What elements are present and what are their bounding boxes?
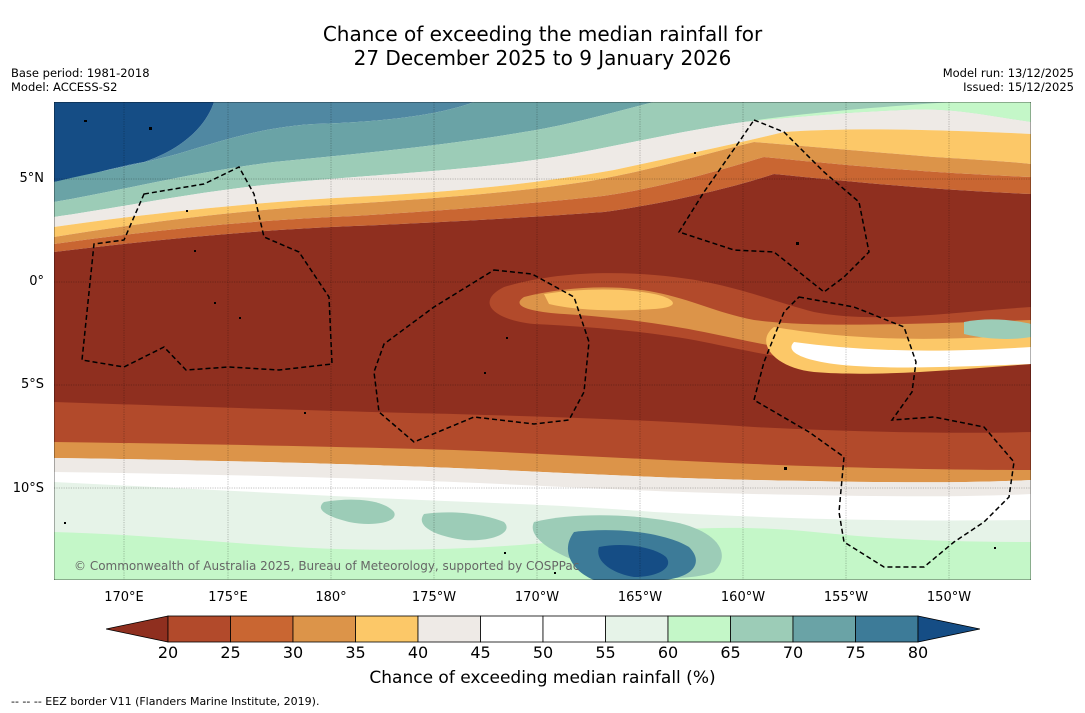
lat-label-5n: 5°N xyxy=(19,171,45,186)
colorbar-tick-label: 70 xyxy=(782,643,804,662)
lon-label-150w: 150°W xyxy=(926,590,972,605)
colorbar-label: Chance of exceeding median rainfall (%) xyxy=(369,668,716,688)
north-neutral xyxy=(54,109,1031,227)
eez-legend: -- -- -- EEZ border V11 (Flanders Marine… xyxy=(11,695,320,708)
colorbar-segment xyxy=(230,615,294,643)
colorbar-segment xyxy=(480,615,544,643)
colorbar-arrow-low xyxy=(106,615,169,643)
title-line-1: Chance of exceeding the median rainfall … xyxy=(322,22,763,46)
colorbar-tick-label: 80 xyxy=(907,643,929,662)
lon-label-175e: 175°E xyxy=(208,590,248,605)
eez-kiribati-line-north xyxy=(677,119,870,293)
lon-label-165w: 165°W xyxy=(617,590,663,605)
colorbar-segment xyxy=(292,615,356,643)
colorbar-tick-label: 45 xyxy=(470,643,491,662)
lon-label-160w: 160°W xyxy=(720,590,766,605)
eez-kiribati-phoenix xyxy=(373,269,590,443)
chart-title: Chance of exceeding the median rainfall … xyxy=(0,22,1085,70)
north-brown xyxy=(54,157,1031,252)
colorbar-segment xyxy=(167,615,231,643)
north-teal xyxy=(54,102,654,202)
colorbar-arrow-high xyxy=(917,615,980,643)
lon-label-170w: 170°W xyxy=(514,590,560,605)
colorbar-segment xyxy=(605,615,669,643)
model-name: Model: ACCESS-S2 xyxy=(11,80,118,94)
colorbar-segment xyxy=(355,615,419,643)
colorbar-segments xyxy=(106,615,980,643)
colorbar-tick-label: 50 xyxy=(532,643,554,662)
colorbar-segment xyxy=(730,615,794,643)
colorbar-tick-label: 65 xyxy=(720,643,741,662)
base-period: Base period: 1981-2018 xyxy=(11,66,150,80)
colorbar-segment xyxy=(792,615,856,643)
colorbar-segment xyxy=(667,615,731,643)
south-brown xyxy=(54,402,1031,475)
colorbar xyxy=(106,615,980,643)
lat-label-0: 0° xyxy=(29,274,44,289)
colorbar-segment xyxy=(542,615,606,643)
east-green-patch xyxy=(964,319,1031,339)
islands xyxy=(64,120,996,574)
north-orange xyxy=(54,142,1031,244)
dry-inner-yellow xyxy=(544,289,673,311)
colorbar-tick-label: 60 xyxy=(657,643,679,662)
north-yellow xyxy=(54,129,1031,237)
eez-borders xyxy=(81,119,1015,568)
north-mid-blue xyxy=(54,102,474,182)
lon-label-155w: 155°W xyxy=(823,590,869,605)
lon-label-180: 180° xyxy=(315,590,347,605)
south-orange xyxy=(54,442,1031,483)
issued-date: Issued: 15/12/2025 xyxy=(963,80,1074,94)
eez-kiribati-line-south xyxy=(753,296,1015,568)
title-line-2: 27 December 2025 to 9 January 2026 xyxy=(353,46,732,70)
eez-kiribati-gilberts xyxy=(81,166,333,371)
south-green-patch-2 xyxy=(421,512,507,541)
copyright-note: © Commonwealth of Australia 2025, Bureau… xyxy=(74,559,579,573)
model-run: Model run: 13/12/2025 xyxy=(942,66,1074,80)
colorbar-tick-label: 25 xyxy=(220,643,241,662)
lat-label-10s: 10°S xyxy=(12,481,44,496)
colorbar-segment xyxy=(855,615,919,643)
colorbar-segment xyxy=(417,615,481,643)
colorbar-tick-label: 55 xyxy=(595,643,616,662)
south-neutral xyxy=(54,458,1031,497)
north-pale-green xyxy=(744,102,1031,122)
south-green xyxy=(54,527,1031,580)
lat-label-5s: 5°S xyxy=(20,377,44,392)
meta-right: Model run: 13/12/2025 Issued: 15/12/2025 xyxy=(943,66,1074,94)
colorbar-tick-label: 40 xyxy=(407,643,429,662)
gridlines xyxy=(54,102,1031,580)
lon-label-170e: 170°E xyxy=(104,590,144,605)
meta-left: Base period: 1981-2018 Model: ACCESS-S2 xyxy=(11,66,150,94)
south-green-patch-1 xyxy=(320,499,395,524)
colorbar-tick-label: 30 xyxy=(282,643,304,662)
colorbar-tick-label: 35 xyxy=(345,643,366,662)
colorbar-tick-label: 20 xyxy=(157,643,179,662)
east-white-streak xyxy=(791,342,1031,368)
south-dark-blue xyxy=(598,545,669,577)
colorbar-tick-label: 75 xyxy=(845,643,866,662)
lon-label-175w: 175°W xyxy=(411,590,457,605)
north-dark-blue xyxy=(54,102,214,182)
rainfall-map: © Commonwealth of Australia 2025, Bureau… xyxy=(54,102,1031,580)
